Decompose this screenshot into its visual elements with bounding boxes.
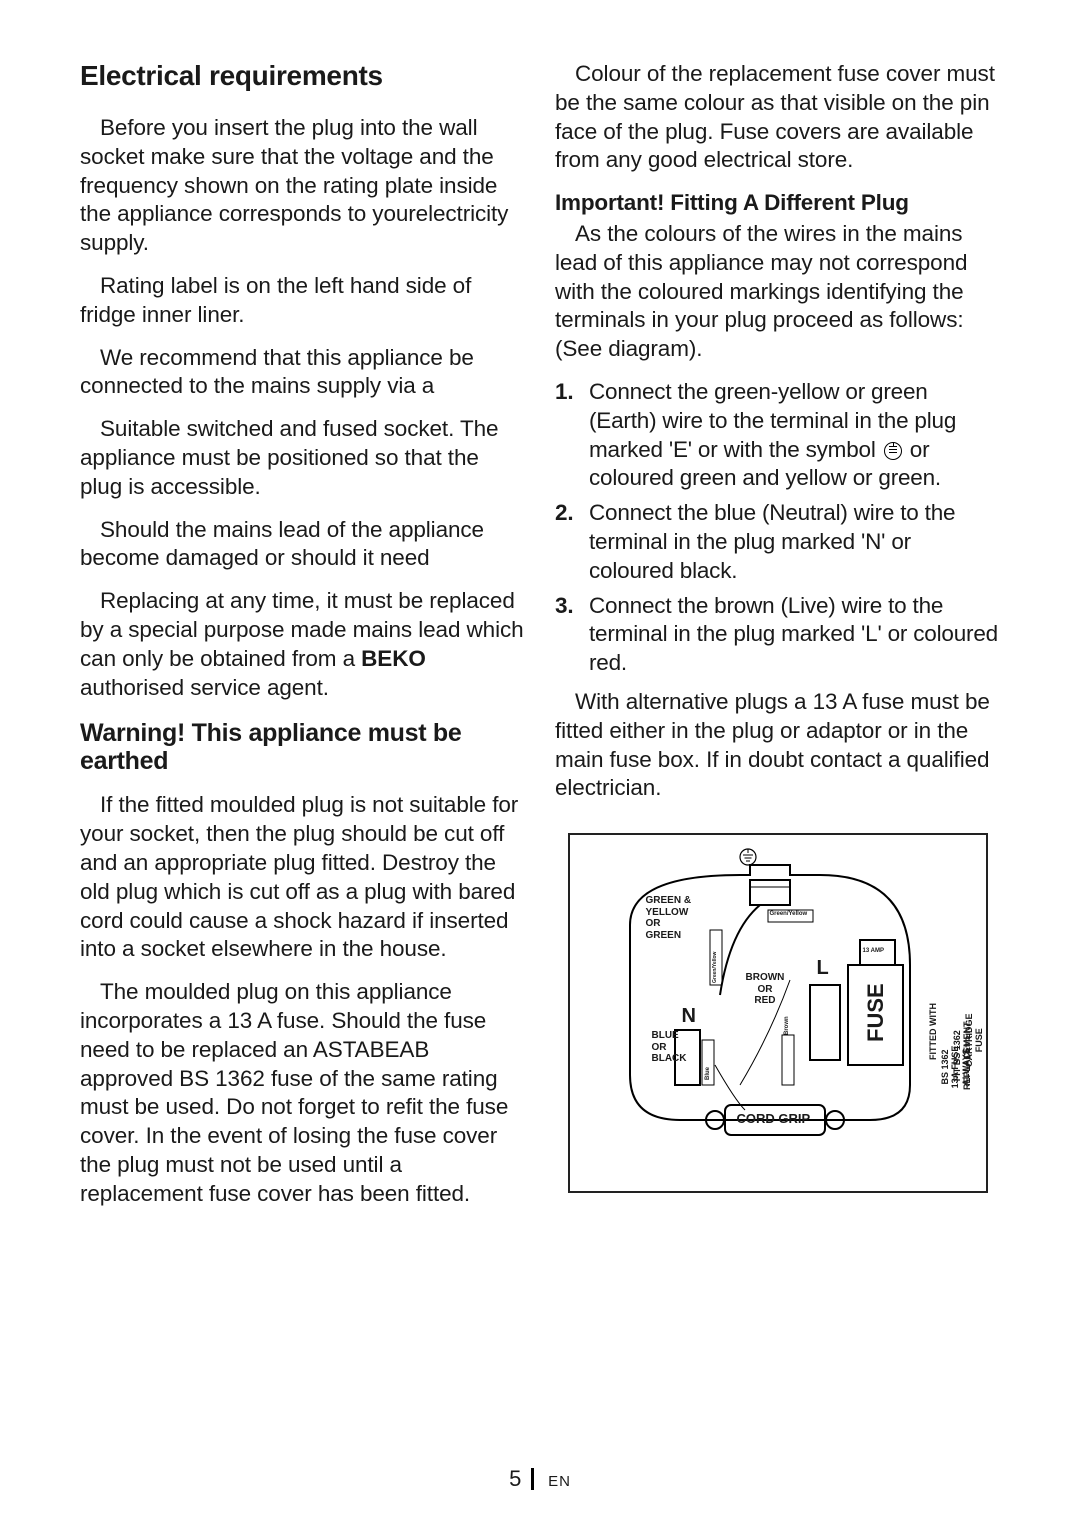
brand-name: BEKO [361,646,426,671]
paragraph: With alternative plugs a 13 A fuse must … [555,688,1000,803]
fuse-side-text: CARTRIDGE FUSE [964,1014,985,1068]
cord-grip-label: CORD GRIP [737,1112,811,1127]
paragraph: Replacing at any time, it must be replac… [80,587,525,702]
fuse-side-text: FITTED WITH [928,1003,938,1060]
earth-wire-label: GREEN & YELLOW OR GREEN [646,895,692,941]
right-column: Colour of the replacement fuse cover mus… [555,60,1000,1223]
step-text: Connect the blue (Neutral) wire to the t… [589,499,1000,585]
wire-tag: Blue [705,1067,712,1080]
text: authorised service agent. [80,675,329,700]
heading-warning-earthed: Warning! This appliance must be earthed [80,720,525,775]
paragraph: We recommend that this appliance be conn… [80,344,525,402]
heading-electrical-requirements: Electrical requirements [80,60,525,92]
paragraph: As the colours of the wires in the mains… [555,220,1000,364]
page-language: EN [548,1473,571,1490]
l-terminal-label: L [817,957,829,980]
page-number: 5 [509,1466,521,1491]
list-item: 3. Connect the brown (Live) wire to the … [555,592,1000,678]
list-item: 1. Connect the green-yellow or green (Ea… [555,378,1000,493]
left-column: Electrical requirements Before you inser… [80,60,525,1223]
earth-symbol-icon [884,442,902,460]
live-wire-label: BROWN OR RED [746,972,785,1007]
step-text: Connect the brown (Live) wire to the ter… [589,592,1000,678]
text: Replacing at any time, it must be replac… [80,588,524,671]
step-number: 1. [555,378,577,493]
paragraph: Before you insert the plug into the wall… [80,114,525,258]
footer-divider [531,1468,534,1490]
wire-tag: Brown [784,1016,791,1035]
wire-tag: Green/Yellow [713,952,719,983]
wiring-steps-list: 1. Connect the green-yellow or green (Ea… [555,378,1000,678]
neutral-wire-label: BLUE OR BLACK [652,1030,687,1065]
plug-diagram-svg [570,835,990,1195]
paragraph: Should the mains lead of the appliance b… [80,516,525,574]
n-terminal-label: N [682,1005,696,1028]
wire-tag: Green/Yellow [770,911,808,918]
fuse-label: FUSE [863,983,888,1042]
paragraph: The moulded plug on this appliance incor… [80,978,525,1208]
step-number: 3. [555,592,577,678]
page-footer: 5 EN [0,1466,1080,1492]
plug-wiring-diagram: GREEN & YELLOW OR GREEN BROWN OR RED BLU… [568,833,988,1193]
list-item: 2. Connect the blue (Neutral) wire to th… [555,499,1000,585]
paragraph: If the fitted moulded plug is not suitab… [80,791,525,964]
paragraph: Colour of the replacement fuse cover mus… [555,60,1000,175]
heading-different-plug: Important! Fitting A Different Plug [555,189,1000,218]
step-number: 2. [555,499,577,585]
paragraph: Suitable switched and fused socket. The … [80,415,525,501]
paragraph: Rating label is on the left hand side of… [80,272,525,330]
amp-label: 13 AMP [863,948,884,955]
step-text: Connect the green-yellow or green (Earth… [589,378,1000,493]
